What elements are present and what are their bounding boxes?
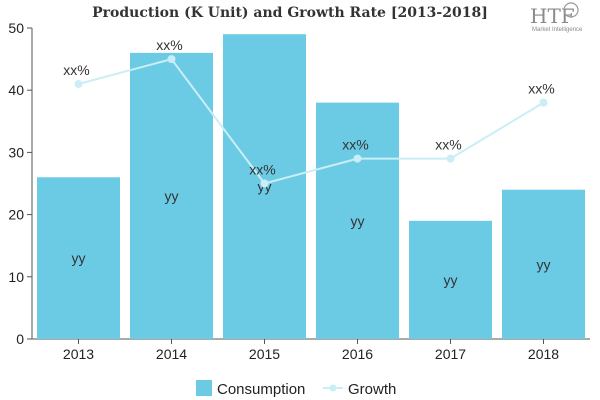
growth-point	[446, 154, 455, 163]
growth-point	[260, 179, 269, 188]
growth-point	[353, 154, 362, 163]
legend-swatch-consumption	[196, 380, 212, 396]
bar-data-label: yy	[72, 250, 86, 266]
y-tick-label: 20	[8, 207, 24, 223]
x-tick-label: 2016	[342, 346, 373, 362]
globe-icon	[563, 2, 579, 18]
growth-data-label: xx%	[156, 37, 182, 53]
bars: yyyyyyyyyyyy	[37, 34, 585, 339]
growth-data-label: xx%	[342, 137, 368, 153]
chart-title: Production (K Unit) and Growth Rate [201…	[92, 5, 488, 21]
bar-data-label: yy	[351, 213, 365, 229]
y-tick-label: 50	[8, 20, 24, 36]
growth-point	[539, 98, 548, 107]
x-tick-label: 2017	[435, 346, 466, 362]
x-tick-label: 2014	[156, 346, 187, 362]
legend-marker-growth	[329, 384, 337, 392]
legend-label-consumption: Consumption	[217, 381, 305, 398]
growth-data-label: xx%	[435, 137, 461, 153]
bar-data-label: yy	[537, 256, 551, 272]
growth-data-label: xx%	[63, 62, 89, 78]
x-tick-label: 2013	[63, 346, 94, 362]
x-tick-label: 2018	[528, 346, 559, 362]
growth-data-label: xx%	[528, 81, 554, 97]
bar	[502, 189, 585, 339]
growth-point	[167, 55, 176, 64]
legend-label-growth: Growth	[348, 381, 396, 398]
y-tick-label: 30	[8, 144, 24, 160]
growth-data-label: xx%	[249, 162, 275, 178]
bar-data-label: yy	[165, 188, 179, 204]
growth-line-path	[78, 57, 545, 185]
bar	[37, 177, 120, 339]
bar	[316, 102, 399, 339]
legend: Consumption Growth	[196, 380, 396, 398]
brand-logo: HTF Market Intelligence	[530, 2, 583, 33]
y-tick-label: 10	[8, 269, 24, 285]
logo-caption: Market Intelligence	[532, 27, 583, 33]
axes: 0 10 20 30 40 50 2013 2014 2015 2016 2017 2018	[8, 20, 590, 362]
y-tick-label: 40	[8, 82, 24, 98]
x-tick-label: 2015	[249, 346, 280, 362]
y-tick-label: 0	[16, 331, 24, 347]
bar-data-label: yy	[444, 272, 458, 288]
bar	[130, 52, 213, 339]
bar	[409, 220, 492, 339]
growth-point	[74, 79, 83, 88]
growth-line: xx% xx% xx% xx% xx% xx%	[63, 37, 555, 188]
